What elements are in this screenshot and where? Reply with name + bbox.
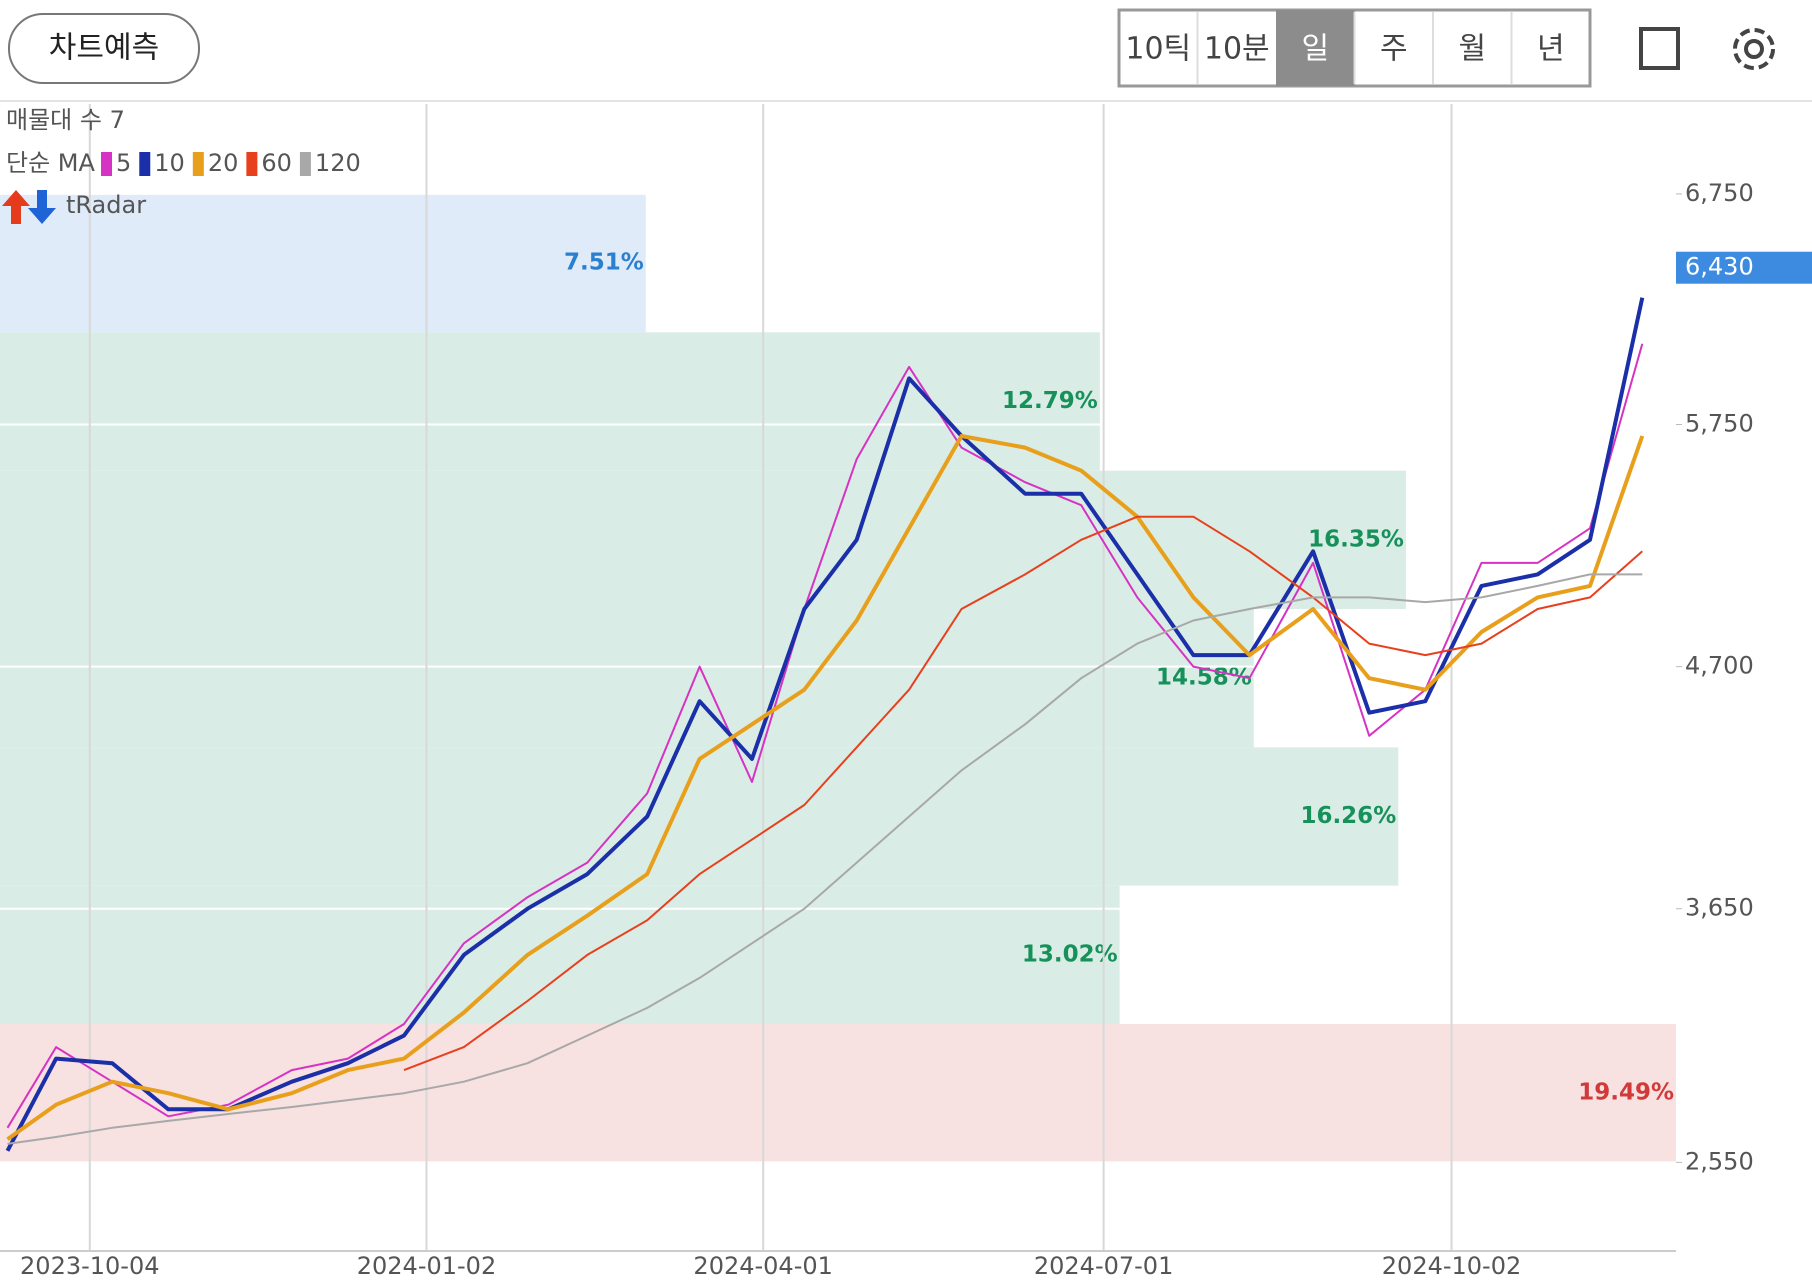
legend-entry: 20: [208, 149, 239, 177]
legend-swatch: [139, 152, 151, 176]
volume-zone-label: 16.26%: [1300, 803, 1396, 829]
gear-outer: [1733, 28, 1775, 70]
ma-line: [7, 573, 1643, 1145]
legend-entry: 5: [116, 149, 131, 177]
ma-legend: 5 10 20 60 120: [101, 149, 361, 177]
radar-up-icon: [2, 190, 30, 224]
legend-entry: 60: [261, 149, 292, 177]
period-button[interactable]: 일: [1301, 32, 1329, 67]
legend-swatch: [246, 152, 258, 176]
radar-down-icon: [28, 190, 56, 224]
volume-zone: [0, 747, 1399, 886]
last-price-box: [1676, 251, 1812, 284]
legend-radar: tRadar: [66, 191, 146, 219]
period-group: 10틱 10분 일 주 월 년: [1125, 10, 1565, 86]
legend-entry: 120: [315, 149, 361, 177]
plot: 7.51%12.79%16.35%14.58%16.26%13.02%19.49…: [0, 104, 1812, 1280]
x-tick-label: 2024-07-01: [1034, 1252, 1173, 1280]
period-selected-bg: [1276, 10, 1355, 86]
period-button[interactable]: 10틱: [1125, 32, 1191, 67]
predict-button-label[interactable]: 차트예측: [49, 31, 159, 66]
volume-zone: [0, 193, 646, 333]
period-button[interactable]: 월: [1458, 32, 1486, 67]
y-tick-label: 2,550: [1685, 1147, 1754, 1175]
ma-line: [6, 343, 1644, 1129]
y-tick-label: 4,700: [1685, 652, 1754, 680]
x-tick-label: 2024-01-02: [357, 1252, 496, 1280]
fullscreen-icon[interactable]: [1639, 27, 1680, 70]
ma-line: [6, 434, 1645, 1141]
period-button[interactable]: 주: [1380, 32, 1408, 67]
x-tick-label: 2024-04-01: [693, 1252, 832, 1280]
predict-button[interactable]: [8, 13, 200, 84]
x-tick-label: 2024-10-02: [1382, 1252, 1521, 1280]
volume-zone: [0, 885, 1120, 1025]
volume-zone-label: 16.35%: [1308, 526, 1404, 552]
legend-ma-label: 단순 MA: [6, 149, 95, 177]
volume-zone-label: 12.79%: [1002, 388, 1098, 414]
legend-swatch: [299, 152, 311, 176]
legend-swatch: [101, 152, 112, 176]
volume-zone-label: 7.51%: [564, 250, 644, 276]
volume-zone-label: 13.02%: [1022, 941, 1118, 967]
volume-zone: [0, 470, 1406, 609]
period-button[interactable]: 10분: [1204, 32, 1270, 67]
y-tick-label: 6,750: [1685, 179, 1754, 207]
volume-zone: [0, 332, 1100, 471]
period-button[interactable]: 년: [1537, 32, 1565, 67]
volume-zone: [0, 1024, 1676, 1163]
last-price-label: 6,430: [1685, 253, 1754, 281]
settings-icon[interactable]: [1733, 28, 1775, 70]
ma-line: [5, 297, 1645, 1152]
legend-entry: 10: [154, 149, 185, 177]
y-tick-label: 3,650: [1685, 894, 1754, 922]
x-tick-label: 2023-10-04: [20, 1252, 159, 1280]
volume-zone-label: 19.49%: [1578, 1080, 1674, 1106]
x-axis-band: [0, 1250, 1676, 1252]
ma-line: [403, 515, 1643, 1072]
legend-swatch: [192, 152, 204, 176]
gear-inner: [1744, 39, 1764, 59]
legend-volume-profile: 매물대 수 7: [6, 106, 125, 134]
y-tick-label: 5,750: [1685, 410, 1754, 438]
volume-zone: [0, 608, 1254, 748]
